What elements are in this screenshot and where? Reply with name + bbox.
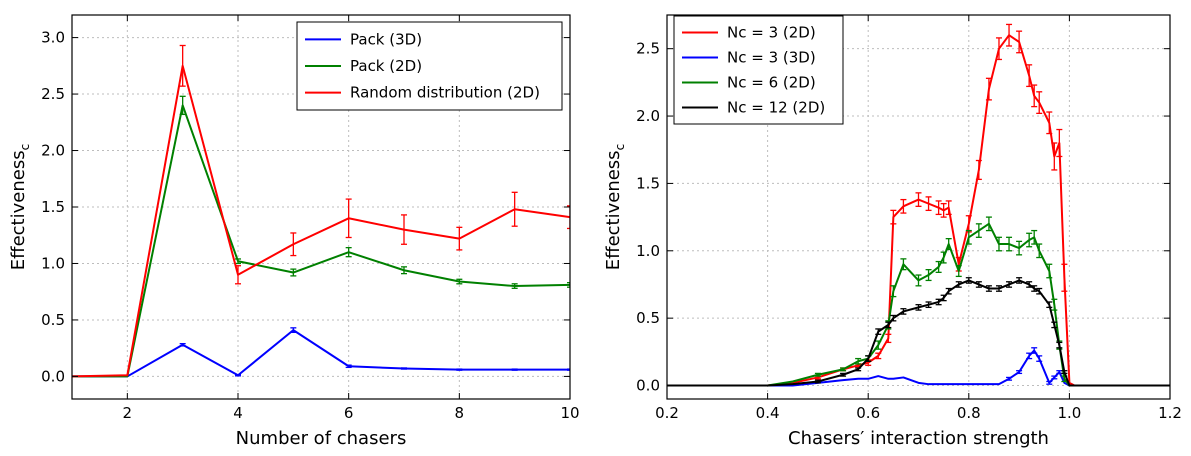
legend-label: Pack (2D) bbox=[350, 57, 422, 75]
x-tick-label: 10 bbox=[560, 404, 579, 422]
x-tick-label: 6 bbox=[344, 404, 354, 422]
y-tick-label: 1.0 bbox=[636, 242, 660, 260]
plot-area bbox=[72, 44, 570, 378]
legend: Nc = 3 (2D) Nc = 3 (3D) Nc = 6 (2D) Nc = 12… bbox=[673, 15, 844, 125]
series-3 bbox=[667, 216, 1170, 387]
chart-panel-1: 2 4 6 8 10 0.0 0.5 1.0 1.5 2.0 2.5 3.0 Number of cha… bbox=[8, 14, 580, 449]
y-tick-label: 3.0 bbox=[41, 29, 65, 47]
plot-area bbox=[667, 23, 1170, 387]
legend-label: Nc = 3 (3D) bbox=[727, 49, 816, 67]
x-tick-label: 4 bbox=[233, 404, 243, 422]
series-2 bbox=[667, 347, 1170, 387]
y-axis-label: Effectivenessc bbox=[8, 144, 32, 270]
y-tick-label: 2.0 bbox=[41, 142, 65, 160]
y-tick-label: 1.0 bbox=[41, 254, 65, 272]
legend-label: Nc = 3 (2D) bbox=[727, 24, 816, 42]
y-tick-label: 1.5 bbox=[636, 174, 660, 192]
y-tick-label: 2.5 bbox=[41, 85, 65, 103]
x-tick-label: 2 bbox=[123, 404, 133, 422]
y-axis-label: Effectivenessc bbox=[603, 144, 627, 270]
y-tick-label: 1.5 bbox=[41, 198, 65, 216]
x-tick-label: 0.8 bbox=[957, 404, 981, 422]
series-line bbox=[667, 349, 1170, 387]
axes-frame bbox=[666, 14, 1171, 400]
y-tick-label: 0.5 bbox=[636, 309, 660, 327]
series-line bbox=[72, 329, 570, 378]
x-tick-label: 1.2 bbox=[1158, 404, 1182, 422]
legend-box bbox=[296, 21, 563, 111]
legend-label: Nc = 6 (2D) bbox=[727, 74, 816, 92]
y-tick-label: 2.0 bbox=[636, 107, 660, 125]
legend-box bbox=[673, 15, 844, 125]
y-tick-label: 0.0 bbox=[636, 377, 660, 395]
x-tick-label: 0.4 bbox=[756, 404, 780, 422]
y-tick-label: 0.0 bbox=[41, 367, 65, 385]
x-tick-label: 0.6 bbox=[856, 404, 880, 422]
x-tick-label: 1.0 bbox=[1057, 404, 1081, 422]
legend-label: Pack (3D) bbox=[350, 30, 422, 48]
series-2 bbox=[72, 95, 570, 378]
y-tick-label: 2.5 bbox=[636, 40, 660, 58]
y-tick-label: 0.5 bbox=[41, 311, 65, 329]
x-tick-label: 8 bbox=[455, 404, 465, 422]
series-line bbox=[72, 64, 570, 378]
x-axis-label: Chasers′ interaction strength bbox=[788, 428, 1049, 449]
legend: Pack (3D) Pack (2D) Random distribution (2… bbox=[296, 21, 563, 111]
x-axis-label: Number of chasers bbox=[236, 428, 407, 449]
series-4 bbox=[667, 277, 1170, 387]
legend-label: Random distribution (2D) bbox=[350, 84, 540, 102]
series-line bbox=[72, 104, 570, 378]
chart-panel-2: 0.2 0.4 0.6 0.8 1.0 1.2 0.0 0.5 1.0 1.5 2.0 2.5 Chas… bbox=[603, 14, 1182, 449]
x-tick-label: 0.2 bbox=[655, 404, 679, 422]
legend-label: Nc = 12 (2D) bbox=[727, 99, 825, 117]
series-line bbox=[667, 279, 1170, 387]
series-3 bbox=[72, 44, 570, 378]
series-1 bbox=[72, 327, 570, 378]
